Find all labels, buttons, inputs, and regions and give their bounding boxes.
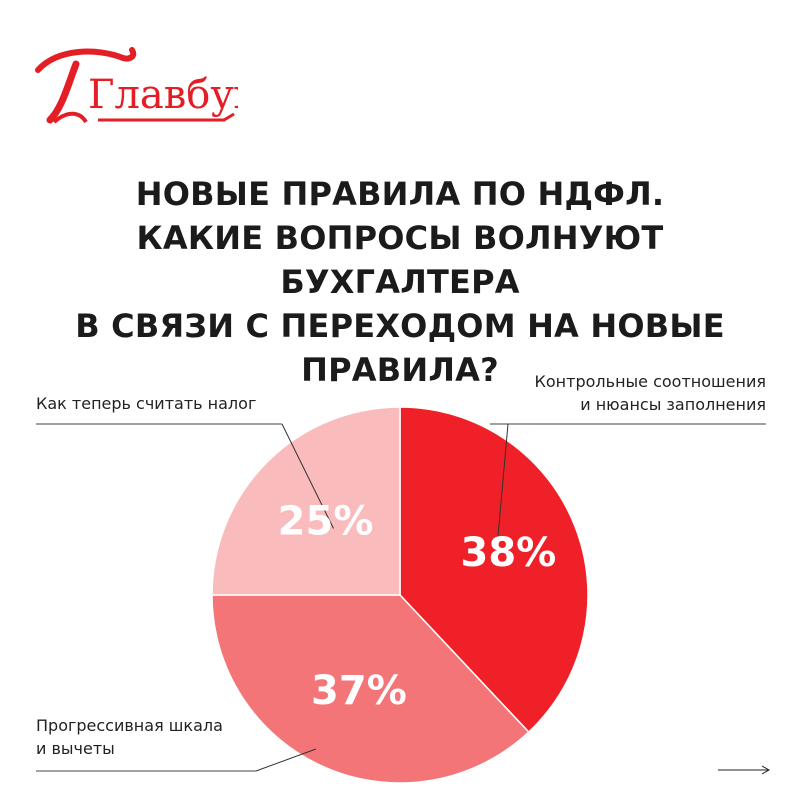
glavbukh-logo: Главбух: [35, 47, 238, 124]
logo-text: Главбух: [88, 72, 238, 118]
title-line: В СВЯЗИ С ПЕРЕХОДОМ НА НОВЫЕ: [75, 307, 725, 345]
pie-slice: [211, 406, 401, 596]
title-line: КАКИЕ ВОПРОСЫ ВОЛНУЮТ БУХГАЛТЕРА: [136, 219, 664, 301]
slice-percent-label: 25%: [278, 499, 374, 545]
leader-line: [255, 748, 317, 772]
slice-percent-label: 37%: [311, 668, 407, 714]
title-line: ПРАВИЛА?: [301, 351, 499, 389]
page-title: НОВЫЕ ПРАВИЛА ПО НДФЛ. КАКИЕ ВОПРОСЫ ВОЛ…: [40, 172, 760, 392]
slice-percent-label: 38%: [460, 530, 556, 576]
slice-category-label: Прогрессивная шкала и вычеты: [36, 716, 223, 758]
arrow-icon: [718, 765, 771, 775]
title-line: НОВЫЕ ПРАВИЛА ПО НДФЛ.: [135, 175, 665, 213]
pie-slice: [211, 594, 530, 784]
leader-line: [495, 423, 509, 557]
pie-slice: [399, 406, 589, 734]
slice-category-label: Как теперь считать налог: [36, 394, 256, 413]
slice-category-label: Контрольные соотношения и нюансы заполнен…: [535, 372, 766, 414]
leader-line: [281, 423, 334, 529]
